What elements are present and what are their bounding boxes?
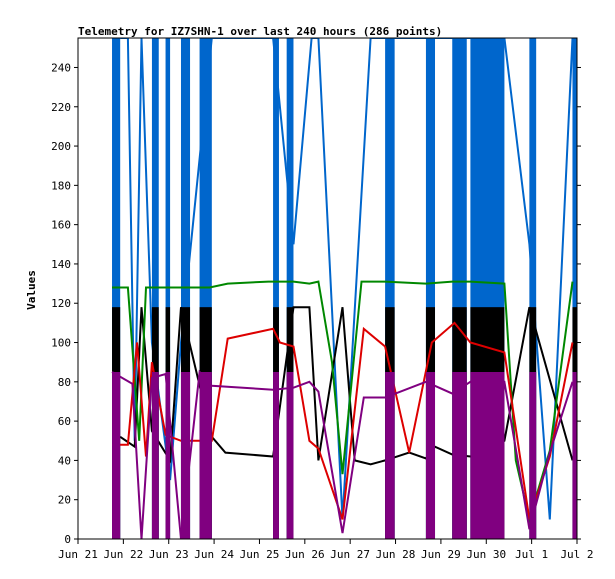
series-0-band-7 [385,38,395,539]
y-tick-label-2: 40 [58,454,71,467]
x-tick-label-7: Jun 28 [376,548,416,561]
x-tick-label-2: Jun 23 [149,548,189,561]
axes: 0 20 40 60 80 100 120 140 160 180 200 220 240 Jun 21 J… [51,37,594,561]
y-tick-label-4: 80 [58,376,71,389]
x-tick-label-10: Jul 1 [515,548,548,561]
x-tick-label-11: Jul 2 [560,548,593,561]
y-tick-label-1: 20 [58,494,71,507]
y-tick-label-3: 60 [58,415,71,428]
series-0-band-6 [286,38,294,539]
series-4-band-10 [470,372,505,539]
y-tick-label-6: 120 [51,297,71,310]
series-4-line [111,369,574,539]
series-4-band-3 [180,372,191,539]
series-4-band-8 [425,372,436,539]
series-4-band-6 [286,372,294,539]
plot-frame [77,37,578,540]
y-tick-label-8: 160 [51,219,71,232]
x-tick-label-6: Jun 27 [330,548,370,561]
x-tick-label-3: Jun 24 [194,548,234,561]
series-group [111,38,577,539]
y-axis-title: Values [25,270,38,310]
series-2-line [112,280,574,524]
y-tick-label-12: 240 [51,61,71,74]
x-tick-label-4: Jun 25 [240,548,280,561]
series-4-band-7 [385,372,395,539]
x-tick-label-9: Jun 30 [466,548,506,561]
y-tick-label-9: 180 [51,179,71,192]
y-tick-label-5: 100 [51,337,71,350]
x-tick-label-8: Jun 29 [421,548,461,561]
series-4-band-9 [452,372,467,539]
plot-area [111,38,577,539]
chart-title: Telemetry for IZ7SHN-1 over last 240 hou… [78,25,442,38]
y-tick-label-10: 200 [51,140,71,153]
y-tick-label-0: 0 [64,533,71,546]
x-tick-label-0: Jun 21 [58,548,98,561]
series-4-band-5 [273,372,279,539]
series-4-band-1 [151,372,159,539]
x-tick-label-1: Jun 22 [103,548,143,561]
series-0-line [120,38,574,520]
series-2 [112,280,574,524]
series-4-band-2 [165,372,171,539]
series-4-band-0 [112,372,121,539]
series-0-band-8 [425,38,436,539]
series-0-band-5 [273,38,279,539]
y-tick-label-11: 220 [51,101,71,114]
series-4-band-4 [199,372,212,539]
x-tick-label-5: Jun 26 [285,548,325,561]
series-4 [111,369,577,539]
y-tick-label-7: 140 [51,258,71,271]
series-4-band-12 [572,372,577,539]
series-0-band-12 [572,38,577,539]
series-4-band-11 [529,372,537,539]
